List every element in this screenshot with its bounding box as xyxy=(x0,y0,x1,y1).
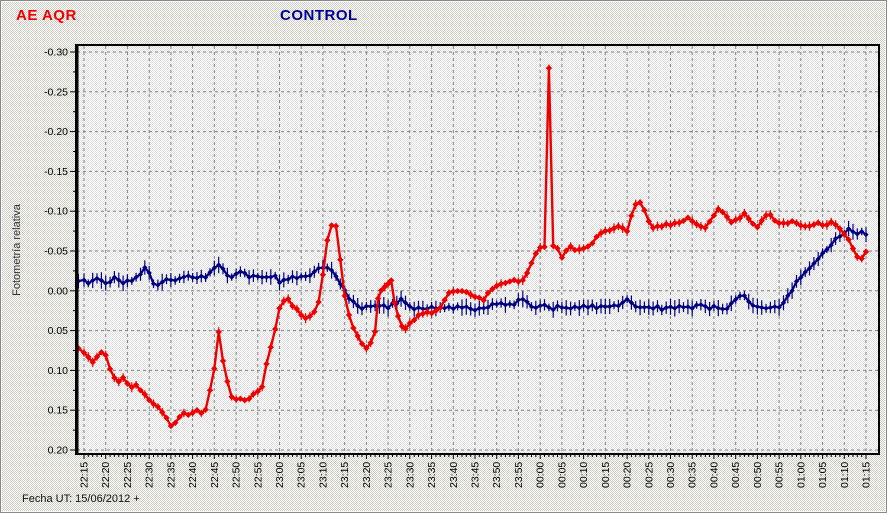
svg-text:23:40: 23:40 xyxy=(448,462,460,488)
svg-text:0.10: 0.10 xyxy=(48,365,69,377)
svg-text:00:50: 00:50 xyxy=(752,462,764,488)
svg-text:23:30: 23:30 xyxy=(404,462,416,488)
svg-text:01:00: 01:00 xyxy=(795,462,807,488)
svg-text:00:05: 00:05 xyxy=(556,462,568,488)
svg-text:23:55: 23:55 xyxy=(513,462,525,488)
svg-text:-0.20: -0.20 xyxy=(44,126,68,138)
y-axis-title: Fotometría relativa xyxy=(11,203,23,296)
svg-text:01:10: 01:10 xyxy=(839,462,851,488)
svg-text:00:10: 00:10 xyxy=(578,462,590,488)
svg-text:-0.05: -0.05 xyxy=(44,246,68,258)
svg-text:23:50: 23:50 xyxy=(491,462,503,488)
svg-text:23:10: 23:10 xyxy=(317,462,329,488)
plot-area xyxy=(76,45,879,454)
svg-text:23:15: 23:15 xyxy=(339,462,351,488)
svg-text:00:20: 00:20 xyxy=(622,462,634,488)
svg-text:-0.15: -0.15 xyxy=(44,166,68,178)
svg-text:23:05: 23:05 xyxy=(296,462,308,488)
svg-text:22:15: 22:15 xyxy=(79,462,91,488)
svg-text:23:20: 23:20 xyxy=(361,462,373,488)
svg-text:23:25: 23:25 xyxy=(383,462,395,488)
svg-text:01:05: 01:05 xyxy=(817,462,829,488)
svg-text:-0.10: -0.10 xyxy=(44,206,68,218)
svg-text:01:15: 01:15 xyxy=(861,462,873,488)
date-ut-label: Fecha UT: 15/06/2012 + xyxy=(22,493,140,505)
svg-text:22:35: 22:35 xyxy=(165,462,177,488)
svg-text:22:20: 22:20 xyxy=(100,462,112,488)
svg-text:22:25: 22:25 xyxy=(122,462,134,488)
svg-text:22:45: 22:45 xyxy=(209,462,221,488)
svg-text:23:45: 23:45 xyxy=(470,462,482,488)
svg-text:23:35: 23:35 xyxy=(426,462,438,488)
svg-text:22:50: 22:50 xyxy=(231,462,243,488)
svg-text:00:35: 00:35 xyxy=(687,462,699,488)
svg-text:22:30: 22:30 xyxy=(144,462,156,488)
svg-text:0.00: 0.00 xyxy=(48,285,69,297)
svg-text:00:45: 00:45 xyxy=(730,462,742,488)
svg-text:-0.25: -0.25 xyxy=(44,86,68,98)
svg-text:22:55: 22:55 xyxy=(252,462,264,488)
svg-text:00:00: 00:00 xyxy=(535,462,547,488)
series-title-ae-aqr: AE AQR xyxy=(16,7,77,24)
svg-text:22:40: 22:40 xyxy=(187,462,199,488)
series-title-control: CONTROL xyxy=(280,7,358,24)
svg-text:0.05: 0.05 xyxy=(48,325,69,337)
svg-text:23:00: 23:00 xyxy=(274,462,286,488)
svg-text:00:15: 00:15 xyxy=(600,462,612,488)
svg-text:-0.30: -0.30 xyxy=(44,47,68,59)
svg-text:00:25: 00:25 xyxy=(643,462,655,488)
svg-text:00:40: 00:40 xyxy=(708,462,720,488)
svg-text:00:55: 00:55 xyxy=(774,462,786,488)
svg-text:00:30: 00:30 xyxy=(665,462,677,488)
svg-text:0.20: 0.20 xyxy=(48,445,69,457)
svg-text:0.15: 0.15 xyxy=(48,405,69,417)
